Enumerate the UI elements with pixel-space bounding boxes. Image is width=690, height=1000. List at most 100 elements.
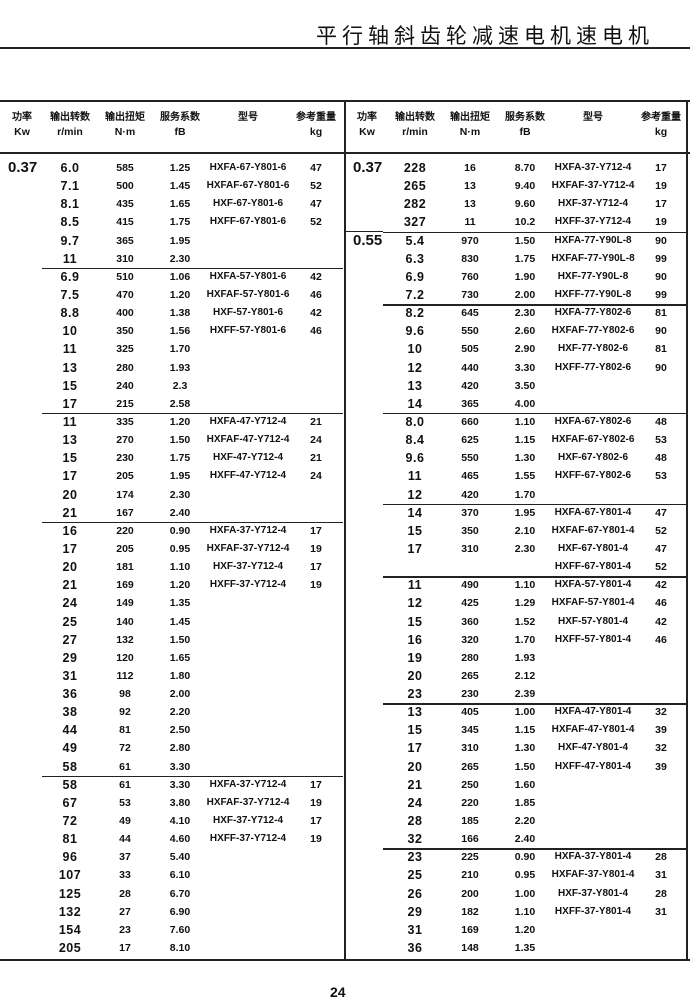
model-cell: HXFAF-67-Y801-6	[206, 180, 290, 192]
header-label-cn: 输出转数	[50, 112, 90, 123]
rpm-cell: 12	[407, 360, 423, 375]
service-factor-cell: 1.45	[169, 615, 191, 628]
torque-cell: 425	[461, 597, 479, 610]
model-cell: HXF-77-Y802-6	[557, 343, 629, 355]
weight-cell: 90	[655, 361, 667, 374]
rpm-cell: 19	[407, 650, 423, 665]
weight-cell: 42	[310, 307, 322, 320]
service-factor-cell: 1.20	[169, 415, 191, 428]
rpm-cell: 25	[407, 868, 423, 883]
service-factor-cell: 1.50	[169, 633, 191, 646]
torque-cell: 365	[116, 234, 134, 247]
header-label-unit: Kw	[359, 126, 375, 138]
rpm-cell: 15	[407, 614, 423, 629]
model-cell: HXFA-67-Y801-4	[554, 506, 632, 518]
header-power: 功率 Kw	[0, 110, 52, 140]
torque-cell: 350	[461, 524, 479, 537]
weight-cell: 17	[310, 561, 322, 574]
header-weight: 参考重量 kg	[286, 110, 346, 140]
header-label-cn: 服务系数	[505, 112, 545, 123]
model-cell: HXF-67-Y801-4	[557, 542, 629, 554]
rpm-cell: 72	[62, 814, 78, 829]
rpm-cell: 11	[407, 469, 423, 484]
model-cell: HXF-57-Y801-4	[557, 615, 629, 627]
torque-cell: 265	[461, 669, 479, 682]
model-cell: HXF-37-Y712-4	[557, 198, 629, 210]
model-cell: HXFAF-37-Y712-4	[206, 542, 290, 554]
torque-cell: 33	[119, 869, 131, 882]
torque-cell: 370	[461, 506, 479, 519]
rpm-cell: 14	[407, 396, 423, 411]
torque-cell: 350	[116, 325, 134, 338]
power-value: 0.37	[8, 159, 38, 176]
model-cell: HXF-47-Y712-4	[212, 452, 284, 464]
rpm-cell: 7.2	[405, 287, 425, 302]
rpm-cell: 228	[403, 161, 427, 175]
rpm-cell: 9.6	[405, 451, 425, 466]
torque-cell: 500	[116, 180, 134, 193]
rpm-cell: 20	[62, 487, 78, 502]
model-cell: HXFF-37-Y712-4	[209, 833, 287, 845]
page-number: 24	[330, 984, 346, 1000]
model-cell: HXFA-57-Y801-4	[554, 579, 632, 591]
rpm-cell: 67	[62, 795, 78, 810]
torque-cell: 120	[116, 651, 134, 664]
rpm-cell: 8.0	[405, 414, 425, 429]
weight-cell: 21	[310, 452, 322, 465]
torque-cell: 405	[461, 706, 479, 719]
torque-cell: 215	[116, 397, 134, 410]
weight-cell: 99	[655, 252, 667, 265]
service-factor-cell: 1.70	[169, 343, 191, 356]
torque-cell: 440	[461, 361, 479, 374]
weight-cell: 46	[310, 288, 322, 301]
model-cell: HXFAF-37-Y712-4	[551, 180, 635, 192]
service-factor-cell: 1.20	[514, 923, 536, 936]
service-factor-cell: 1.15	[514, 434, 536, 447]
weight-cell: 24	[310, 470, 322, 483]
torque-cell: 72	[119, 742, 131, 755]
rpm-cell: 29	[62, 650, 78, 665]
weight-cell: 52	[310, 180, 322, 193]
torque-cell: 335	[116, 415, 134, 428]
weight-cell: 81	[655, 307, 667, 320]
torque-cell: 420	[461, 488, 479, 501]
torque-cell: 13	[464, 180, 476, 193]
weight-cell: 90	[655, 325, 667, 338]
weight-cell: 42	[655, 579, 667, 592]
weight-cell: 48	[655, 452, 667, 465]
service-factor-cell: 2.39	[514, 688, 536, 701]
weight-cell: 19	[655, 180, 667, 193]
torque-cell: 49	[119, 815, 131, 828]
service-factor-cell: 1.93	[514, 651, 536, 664]
rpm-cell: 6.9	[405, 269, 425, 284]
rpm-cell: 8.8	[60, 306, 80, 321]
header-torque: 输出扭矩 N·m	[440, 110, 500, 140]
weight-cell: 90	[655, 234, 667, 247]
model-cell: HXFA-67-Y802-6	[554, 415, 632, 427]
torque-cell: 112	[116, 669, 134, 682]
service-factor-cell: 1.10	[514, 415, 536, 428]
title-rule	[0, 47, 690, 49]
model-cell: HXFF-77-Y802-6	[554, 361, 632, 373]
service-factor-cell: 1.90	[514, 270, 536, 283]
model-cell: HXFF-67-Y802-6	[554, 470, 632, 482]
model-cell: HXFA-37-Y712-4	[209, 778, 287, 790]
rpm-cell: 8.2	[405, 306, 425, 321]
service-factor-cell: 1.10	[514, 579, 536, 592]
weight-cell: 17	[655, 198, 667, 211]
model-cell: HXFA-77-Y90L-8	[554, 234, 632, 246]
header-model: 型号	[563, 110, 623, 125]
torque-cell: 470	[116, 288, 134, 301]
weight-cell: 47	[310, 162, 322, 174]
torque-cell: 181	[116, 561, 134, 574]
torque-cell: 27	[119, 905, 131, 918]
rpm-cell: 17	[62, 541, 78, 556]
center-divider	[344, 100, 346, 960]
service-factor-cell: 1.95	[514, 506, 536, 519]
service-factor-cell: 1.30	[514, 742, 536, 755]
torque-cell: 400	[116, 307, 134, 320]
model-cell: HXFA-47-Y801-4	[554, 706, 632, 718]
torque-cell: 230	[116, 452, 134, 465]
model-cell: HXFF-67-Y801-4	[554, 561, 632, 573]
rpm-cell: 17	[407, 541, 423, 556]
